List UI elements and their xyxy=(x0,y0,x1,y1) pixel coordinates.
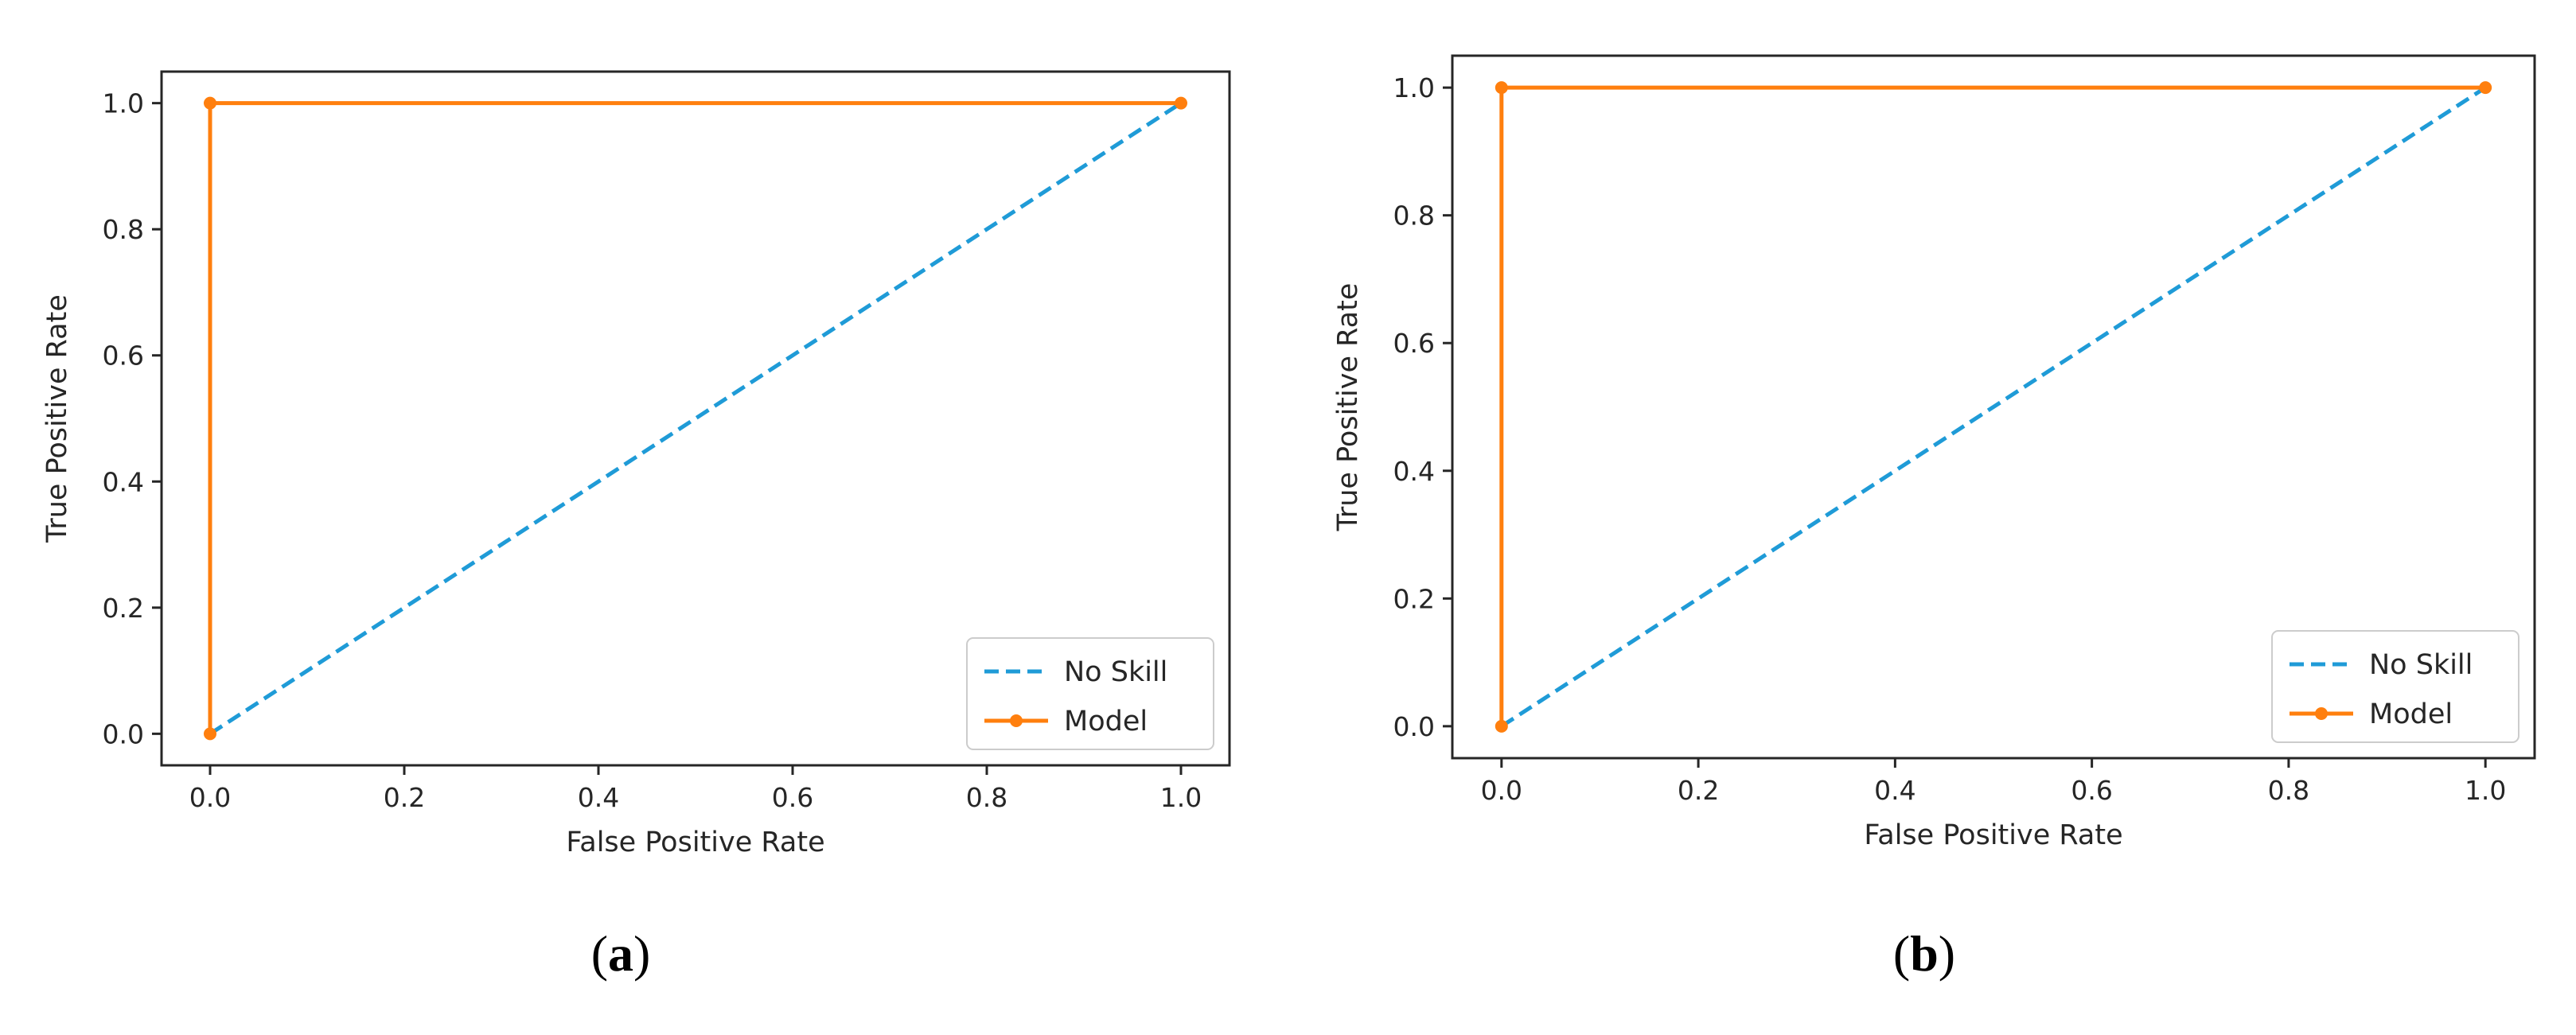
x-tick-label: 0.4 xyxy=(1874,775,1915,806)
legend-label: No Skill xyxy=(2369,649,2473,681)
y-tick-label: 0.0 xyxy=(1393,711,1435,742)
legend-label: Model xyxy=(1064,706,1148,737)
y-tick-label: 0.4 xyxy=(103,466,144,497)
panel-label: (a) xyxy=(591,925,651,982)
data-point xyxy=(204,96,216,110)
legend: No Skill Model xyxy=(2271,630,2519,743)
chart-panel-a: 0.0 0.2 0.4 0.6 0.8 1.0 0.0 0.2 0.4 0.6 0.8 1.0 Fals… xyxy=(41,70,1231,982)
y-tick-label: 0.6 xyxy=(103,340,144,372)
y-tick-label: 0.0 xyxy=(103,718,144,749)
chart-panel-b: 0.0 0.2 0.4 0.6 0.8 1.0 0.0 0.2 0.4 0.6 0.8 1.0 Fals… xyxy=(1332,54,2536,982)
x-tick-label: 0.8 xyxy=(2268,775,2309,806)
y-tick-label: 1.0 xyxy=(103,88,144,119)
legend-marker xyxy=(1010,714,1023,727)
data-point xyxy=(2479,81,2492,95)
legend-label: No Skill xyxy=(1064,656,1167,688)
legend-marker xyxy=(2315,707,2328,720)
legend: No Skill Model xyxy=(966,637,1214,750)
data-point xyxy=(204,727,216,741)
panel-label: (b) xyxy=(1893,925,1955,982)
x-tick-label: 0.2 xyxy=(1678,775,1719,806)
y-tick-label: 0.2 xyxy=(103,593,144,624)
legend-label: Model xyxy=(2369,698,2453,730)
data-point xyxy=(1495,81,1508,95)
series-line-no-skill xyxy=(1500,86,2487,728)
y-tick-label: 0.8 xyxy=(103,214,144,245)
y-tick-label: 0.2 xyxy=(1393,583,1435,614)
x-tick-label: 0.6 xyxy=(772,782,813,813)
x-axis-label: False Positive Rate xyxy=(1864,819,2122,851)
x-axis-label: False Positive Rate xyxy=(566,827,824,858)
y-axis-label: True Positive Rate xyxy=(41,294,73,543)
axes-frame xyxy=(1451,54,2536,760)
x-tick-label: 0.6 xyxy=(2071,775,2112,806)
x-tick-label: 1.0 xyxy=(1160,782,1202,813)
x-tick-label: 1.0 xyxy=(2465,775,2506,806)
data-point xyxy=(1495,719,1508,733)
x-tick-label: 0.8 xyxy=(966,782,1007,813)
y-tick-label: 0.6 xyxy=(1393,328,1435,359)
x-tick-label: 0.0 xyxy=(1481,775,1522,806)
data-point xyxy=(1175,96,1187,110)
y-tick-label: 0.4 xyxy=(1393,456,1435,487)
x-tick-label: 0.0 xyxy=(189,782,231,813)
y-tick-label: 0.8 xyxy=(1393,200,1435,232)
x-tick-label: 0.4 xyxy=(578,782,619,813)
y-tick-label: 1.0 xyxy=(1393,72,1435,103)
y-axis-label: True Positive Rate xyxy=(1332,283,1364,532)
axes-frame xyxy=(160,70,1231,767)
x-tick-label: 0.2 xyxy=(384,782,425,813)
